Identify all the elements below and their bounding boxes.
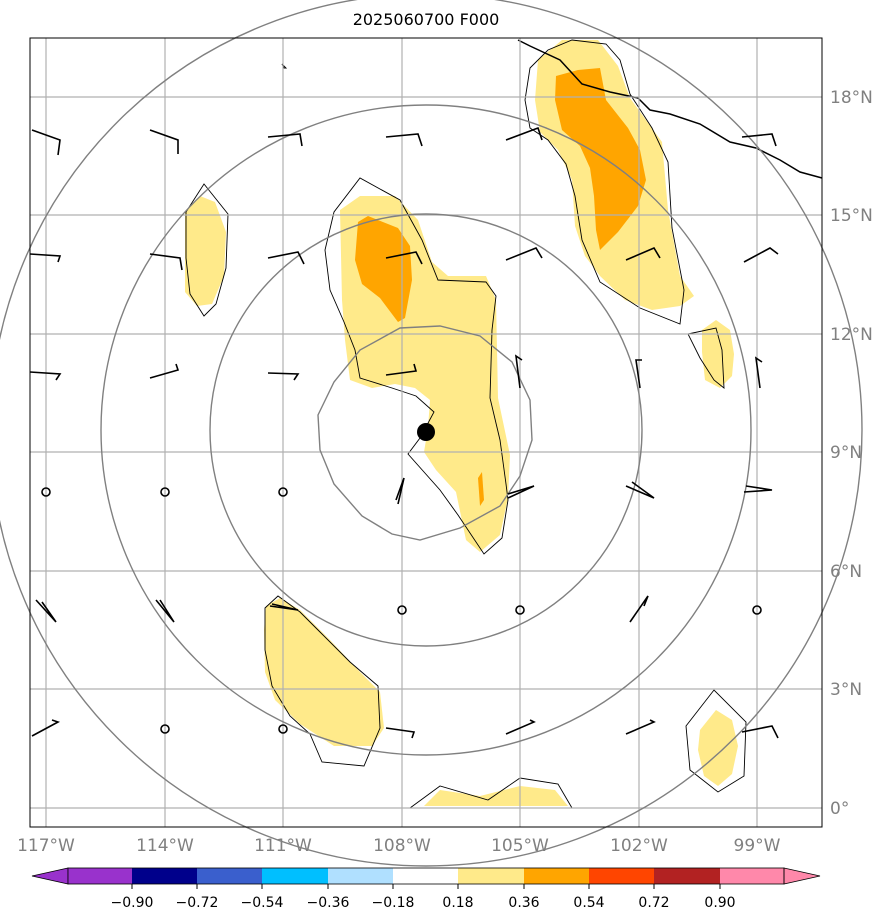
- colorbar-swatch: [720, 868, 784, 884]
- lat-label: 0°: [830, 799, 849, 819]
- contour-fill-low: [185, 40, 738, 806]
- colorbar-tick-label: 0.54: [573, 895, 604, 911]
- colorbar-tick-label: 0.90: [704, 895, 735, 911]
- colorbar-tick-label: 0.72: [638, 895, 669, 911]
- colorbar-swatch: [654, 868, 720, 884]
- colorbar-swatch: [132, 868, 197, 884]
- contour-fill-high: [355, 68, 646, 506]
- colorbar-swatch: [458, 868, 524, 884]
- colorbar-tick-label: −0.72: [176, 895, 219, 911]
- lon-label: 111°W: [254, 836, 312, 856]
- colorbar-tick-label: 0.18: [442, 895, 473, 911]
- coastline: [517, 39, 823, 179]
- lat-lon-grid: [30, 38, 822, 827]
- lon-label: 117°W: [17, 836, 75, 856]
- contour-outlines: [185, 39, 747, 809]
- colorbar-swatch: [328, 868, 393, 884]
- lon-label: 108°W: [373, 836, 431, 856]
- lon-label: 102°W: [610, 836, 668, 856]
- colorbar-swatch: [262, 868, 328, 884]
- colorbar-tick-label: −0.18: [372, 895, 415, 911]
- colorbar-frame: [67, 867, 785, 885]
- colorbar-swatch: [393, 868, 458, 884]
- colorbar-tick-label: −0.54: [241, 895, 284, 911]
- colorbar-high-extend: [783, 867, 821, 885]
- lat-label: 15°N: [830, 206, 873, 226]
- wind-barbs: [29, 126, 779, 739]
- colorbar-tick-label: −0.36: [307, 895, 350, 911]
- lat-label: 3°N: [830, 680, 862, 700]
- colorbar-tick-label: 0.36: [508, 895, 539, 911]
- lat-label: 18°N: [830, 88, 873, 108]
- colorbar-low-extend: [31, 867, 69, 885]
- map-frame: [29, 37, 823, 828]
- colorbar-swatch: [197, 868, 262, 884]
- map-title: 2025060700 F000: [352, 10, 500, 29]
- latitude-labels: 0° 3°N 6°N 9°N 12°N 15°N 18°N: [830, 88, 873, 819]
- range-rings: [0, 0, 863, 867]
- colorbar-tick-label: −0.90: [111, 895, 154, 911]
- lon-label: 105°W: [491, 836, 549, 856]
- colorbar: −0.90 −0.72 −0.54 −0.36 −0.18 0.18 0.36 …: [31, 867, 821, 911]
- lat-label: 12°N: [830, 325, 873, 345]
- colorbar-swatch: [524, 868, 589, 884]
- lat-label: 9°N: [830, 443, 862, 463]
- lon-label: 114°W: [136, 836, 194, 856]
- colorbar-swatch: [68, 868, 132, 884]
- colorbar-swatch: [589, 868, 654, 884]
- storm-center-marker: [417, 423, 435, 441]
- longitude-labels: 117°W 114°W 111°W 108°W 105°W 102°W 99°W: [17, 836, 781, 856]
- lon-label: 99°W: [734, 836, 781, 856]
- lat-label: 6°N: [830, 562, 862, 582]
- calm-wind-circles: [41, 487, 762, 734]
